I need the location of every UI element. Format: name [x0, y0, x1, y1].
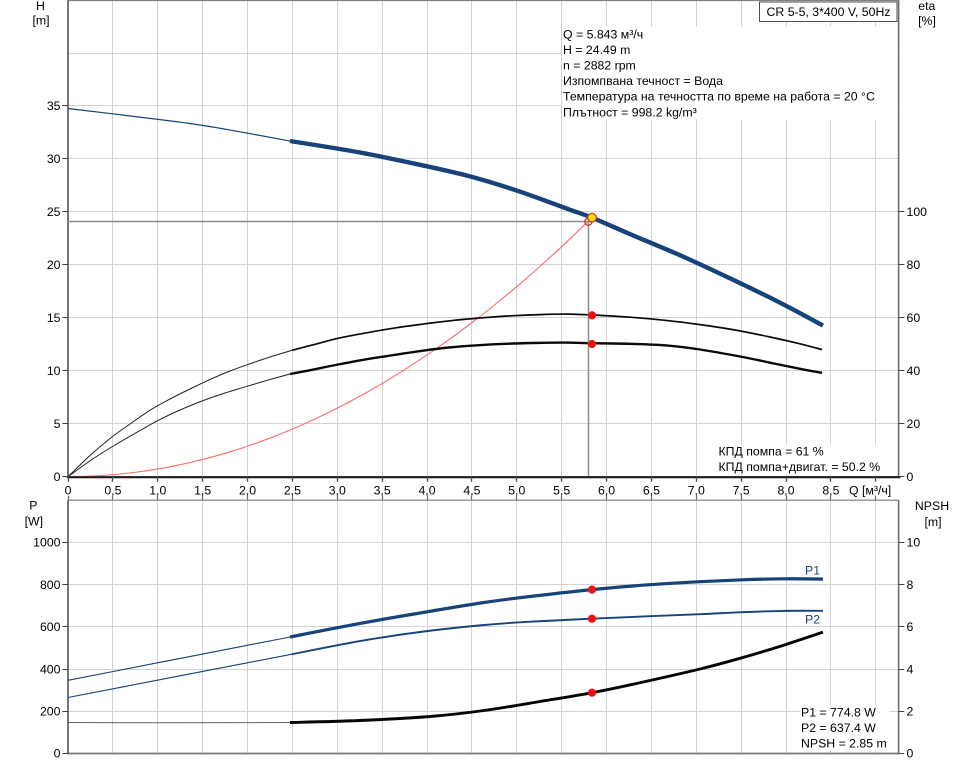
svg-text:2: 2 [907, 704, 914, 718]
svg-text:0: 0 [54, 747, 61, 761]
svg-text:eta: eta [918, 0, 935, 13]
svg-text:6,0: 6,0 [598, 484, 615, 498]
svg-text:NPSH: NPSH [915, 499, 949, 513]
svg-text:10: 10 [907, 536, 921, 550]
svg-text:20: 20 [47, 258, 61, 272]
svg-text:2,5: 2,5 [284, 484, 301, 498]
svg-text:7,0: 7,0 [688, 484, 705, 498]
svg-text:0: 0 [65, 484, 72, 498]
svg-text:5,0: 5,0 [508, 484, 525, 498]
svg-text:[m]: [m] [32, 14, 49, 28]
svg-text:400: 400 [40, 662, 61, 676]
svg-text:5,5: 5,5 [553, 484, 570, 498]
svg-text:1,5: 1,5 [194, 484, 211, 498]
svg-text:P: P [29, 499, 37, 513]
svg-text:CR 5-5, 3*400 V, 50Hz: CR 5-5, 3*400 V, 50Hz [767, 5, 891, 19]
svg-text:3,0: 3,0 [329, 484, 346, 498]
svg-text:H: H [36, 0, 45, 13]
svg-text:2,0: 2,0 [239, 484, 256, 498]
svg-text:15: 15 [47, 311, 61, 325]
svg-text:40: 40 [907, 364, 921, 378]
svg-text:P2: P2 [805, 613, 820, 627]
svg-text:8,0: 8,0 [777, 484, 794, 498]
svg-text:H = 24.49 m: H = 24.49 m [563, 43, 630, 57]
svg-text:10: 10 [47, 364, 61, 378]
svg-text:60: 60 [907, 311, 921, 325]
svg-text:0: 0 [54, 470, 61, 484]
svg-text:600: 600 [40, 620, 61, 634]
svg-text:30: 30 [47, 152, 61, 166]
svg-text:Плътност = 998.2 kg/m³: Плътност = 998.2 kg/m³ [563, 105, 697, 119]
svg-text:[%]: [%] [918, 14, 936, 28]
svg-text:80: 80 [907, 258, 921, 272]
svg-text:Температура на течността по вр: Температура на течността по време на раб… [563, 90, 875, 104]
svg-text:P1: P1 [805, 564, 820, 578]
svg-text:0,5: 0,5 [104, 484, 121, 498]
svg-text:3,5: 3,5 [374, 484, 391, 498]
svg-text:4,0: 4,0 [418, 484, 435, 498]
svg-text:0: 0 [907, 747, 914, 761]
svg-text:Q [м³/ч]: Q [м³/ч] [849, 484, 891, 498]
svg-text:20: 20 [907, 417, 921, 431]
svg-text:5: 5 [54, 417, 61, 431]
svg-text:4: 4 [907, 662, 914, 676]
svg-text:4,5: 4,5 [463, 484, 480, 498]
svg-text:25: 25 [47, 205, 61, 219]
svg-text:7,5: 7,5 [733, 484, 750, 498]
svg-text:0: 0 [907, 470, 914, 484]
svg-text:100: 100 [907, 205, 928, 219]
svg-text:800: 800 [40, 578, 61, 592]
svg-text:[W]: [W] [25, 515, 43, 529]
svg-text:6: 6 [907, 620, 914, 634]
svg-text:P1 = 774.8 W: P1 = 774.8 W [801, 706, 876, 720]
svg-text:NPSH = 2.85 m: NPSH = 2.85 m [801, 737, 887, 751]
svg-text:35: 35 [47, 99, 61, 113]
svg-text:8: 8 [907, 578, 914, 592]
svg-text:6,5: 6,5 [643, 484, 660, 498]
svg-text:КПД помпа = 61 %: КПД помпа = 61 % [719, 445, 824, 459]
svg-text:200: 200 [40, 704, 61, 718]
svg-text:КПД помпа+двигат. = 50.2 %: КПД помпа+двигат. = 50.2 % [719, 460, 881, 474]
svg-text:1000: 1000 [33, 536, 61, 550]
svg-text:1,0: 1,0 [149, 484, 166, 498]
svg-text:8,5: 8,5 [822, 484, 839, 498]
svg-text:[m]: [m] [924, 515, 941, 529]
svg-text:n = 2882 rpm: n = 2882 rpm [563, 59, 636, 73]
svg-text:Q = 5.843 м³/ч: Q = 5.843 м³/ч [563, 27, 643, 41]
svg-text:P2 = 637.4 W: P2 = 637.4 W [801, 721, 876, 735]
svg-text:Изпомпвана течност = Вода: Изпомпвана течност = Вода [563, 74, 723, 88]
